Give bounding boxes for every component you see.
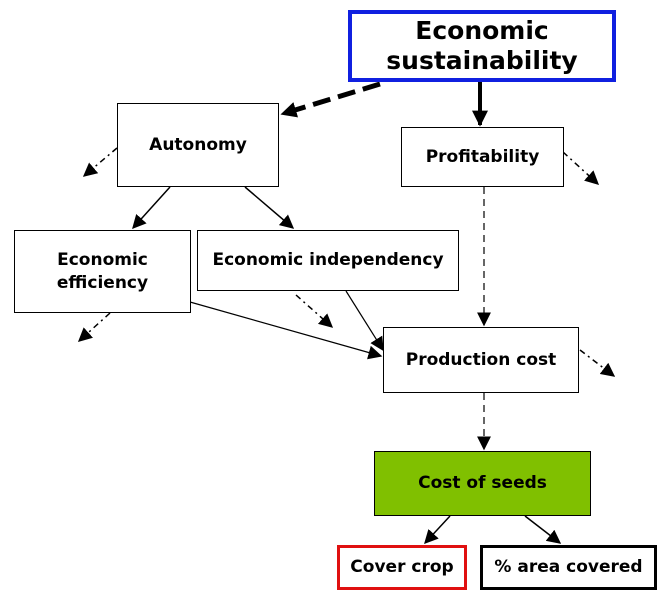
- arrow: [77, 312, 111, 342]
- node: Economic independency: [197, 230, 459, 291]
- arrow: [82, 147, 118, 177]
- arrow: [524, 515, 562, 544]
- arrow: [295, 294, 334, 328]
- node: Economic sustainability: [348, 10, 616, 82]
- node: Cover crop: [337, 545, 467, 590]
- node: Production cost: [383, 327, 579, 393]
- node: % area covered: [480, 545, 657, 590]
- arrow: [579, 349, 616, 377]
- node: Economic efficiency: [14, 230, 191, 313]
- node: Cost of seeds: [374, 451, 591, 516]
- arrow: [132, 186, 171, 230]
- arrow: [244, 186, 295, 229]
- arrow: [424, 515, 451, 545]
- arrow: [280, 81, 381, 118]
- arrow: [189, 301, 383, 360]
- arrow: [562, 151, 600, 185]
- node: Profitability: [401, 127, 564, 187]
- node: Autonomy: [117, 103, 279, 187]
- arrow: [345, 290, 384, 352]
